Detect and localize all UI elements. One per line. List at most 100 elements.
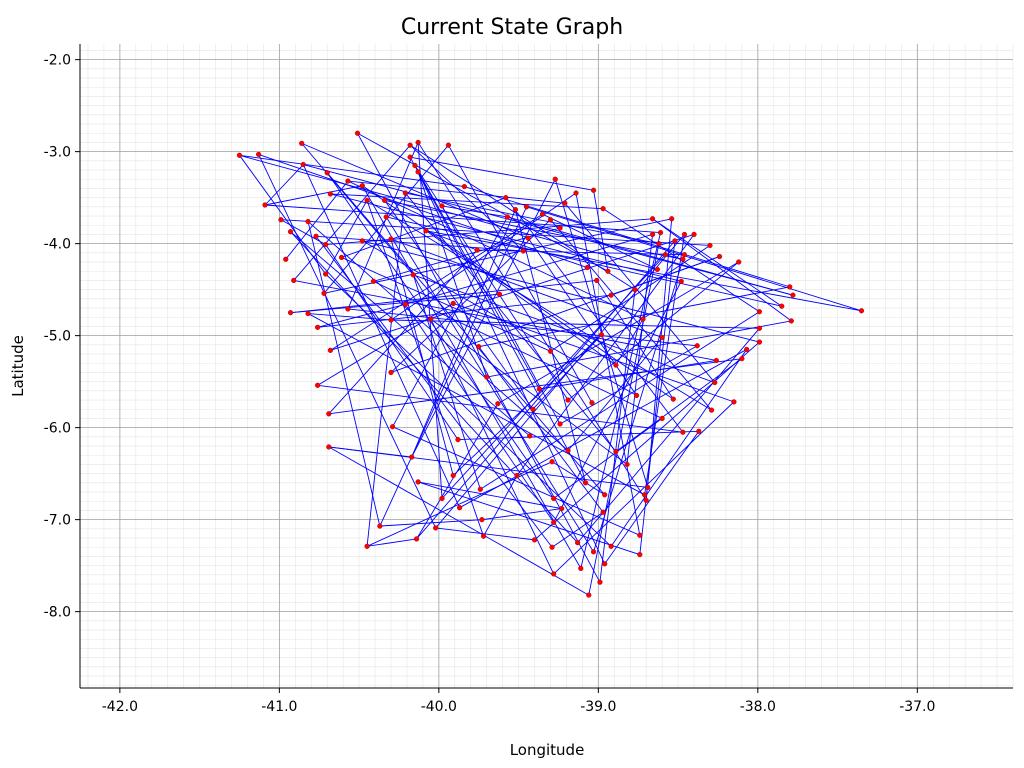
graph-node: [659, 334, 665, 341]
graph-node: [637, 532, 643, 538]
graph-edge: [553, 401, 735, 575]
graph-edge: [539, 360, 717, 390]
graph-edge: [301, 142, 529, 239]
graph-edge: [409, 144, 524, 252]
x-tick-label: -38.0: [740, 699, 776, 715]
graph-node: [557, 421, 563, 427]
graph-node: [461, 184, 467, 190]
graph-node: [388, 236, 394, 242]
graph-edge: [639, 240, 676, 555]
graph-edge: [542, 213, 658, 270]
chart-title: Current State Graph: [401, 15, 623, 40]
graph-edge: [409, 156, 586, 484]
graph-edge: [357, 132, 609, 272]
graph-node: [657, 230, 664, 236]
graph-edge: [258, 154, 437, 529]
graph-edge: [564, 202, 716, 383]
graph-node: [456, 505, 463, 511]
graph-node: [413, 536, 420, 542]
graph-node: [410, 272, 416, 278]
graph-edge: [577, 327, 760, 543]
graph-node: [370, 278, 377, 284]
graph-node: [779, 303, 785, 309]
graph-edge: [516, 234, 695, 476]
graph-node: [495, 401, 501, 407]
graph-edge: [615, 318, 644, 366]
graph-edge: [307, 221, 569, 451]
graph-node: [455, 437, 461, 443]
graph-node: [520, 248, 526, 254]
graph-node: [624, 461, 630, 468]
graph-edge: [414, 165, 540, 390]
y-tick-label: -4.0: [44, 237, 71, 253]
graph-node: [605, 268, 611, 274]
y-tick-label: -2.0: [44, 53, 71, 69]
graph-edge: [347, 142, 419, 310]
graph-edge: [347, 180, 565, 204]
graph-node: [299, 140, 305, 146]
graph-edge: [341, 257, 551, 352]
graph-node: [608, 292, 614, 298]
graph-edge: [361, 185, 582, 569]
y-tick-label: -6.0: [44, 421, 71, 437]
graph-node: [496, 291, 503, 297]
graph-node: [670, 396, 676, 402]
graph-node: [503, 195, 509, 201]
graph-edge: [652, 218, 792, 322]
graph-node: [756, 309, 763, 315]
graph-node: [359, 238, 365, 244]
graph-node: [608, 543, 614, 549]
graph-node: [578, 565, 584, 572]
graph-node: [756, 339, 763, 345]
graph-node: [736, 259, 742, 265]
graph-edge: [430, 318, 628, 465]
graph-edge: [551, 461, 605, 496]
graph-node: [484, 374, 490, 380]
graph-node: [551, 571, 557, 577]
graph-node: [549, 544, 555, 550]
graph-edge: [390, 238, 454, 476]
graph-node: [645, 484, 651, 491]
graph-edge: [567, 337, 663, 451]
graph-node: [669, 216, 675, 222]
graph-node: [547, 348, 554, 354]
graph-edge: [559, 345, 698, 425]
graph-node: [731, 399, 737, 405]
graph-edge: [290, 293, 500, 314]
graph-edge: [418, 481, 562, 510]
graph-edge: [448, 144, 593, 404]
graph-node: [415, 169, 421, 175]
graph-node: [531, 537, 538, 543]
graph-node: [504, 214, 511, 220]
graph-node: [305, 218, 311, 225]
graph-edge: [477, 249, 685, 256]
x-axis-label: Longitude: [510, 741, 585, 759]
graph-node: [597, 579, 603, 585]
graph-edge: [478, 286, 790, 348]
graph-node: [388, 369, 394, 376]
graph-node: [584, 264, 590, 271]
graph-node: [474, 247, 480, 253]
graph-node: [649, 216, 656, 222]
graph-node: [450, 472, 456, 479]
graph-edge: [580, 232, 661, 569]
graph-edge: [604, 431, 700, 565]
graph-node: [415, 139, 421, 146]
graph-node: [696, 428, 702, 434]
graph-edge: [626, 234, 654, 465]
graph-node: [327, 347, 333, 353]
graph-edge: [293, 144, 411, 281]
graph-edge: [417, 142, 647, 501]
graph-node: [323, 271, 329, 277]
graph-node: [551, 519, 557, 526]
graph-node: [787, 284, 793, 290]
graph-edge: [317, 303, 406, 328]
graph-edge: [384, 199, 683, 260]
x-tick-label: -42.0: [102, 699, 138, 715]
graph-edge: [362, 240, 760, 343]
graph-edge: [264, 164, 304, 206]
graph-edge: [264, 185, 363, 206]
graph-node: [654, 266, 660, 273]
graph-edge: [325, 200, 368, 275]
graph-node: [407, 142, 413, 148]
